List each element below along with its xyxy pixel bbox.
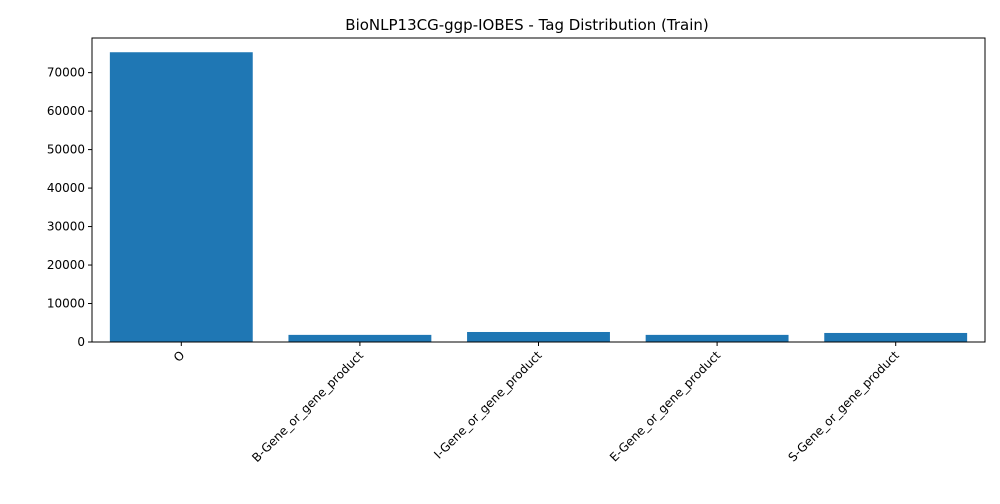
x-tick-label: I-Gene_or_gene_product bbox=[431, 348, 545, 462]
chart-title: BioNLP13CG-ggp-IOBES - Tag Distribution … bbox=[345, 16, 708, 34]
x-tick-label: B-Gene_or_gene_product bbox=[249, 348, 366, 465]
x-tick-label: O bbox=[171, 348, 188, 365]
y-tick-label: 30000 bbox=[47, 220, 85, 234]
y-tick-label: 50000 bbox=[47, 143, 85, 157]
bar-I-Gene_or_gene_product bbox=[467, 331, 610, 342]
bar-B-Gene_or_gene_product bbox=[288, 334, 432, 342]
y-tick-label: 0 bbox=[77, 335, 85, 349]
y-tick-label: 10000 bbox=[47, 297, 85, 311]
x-tick-label: E-Gene_or_gene_product bbox=[607, 348, 723, 464]
y-tick-label: 20000 bbox=[47, 258, 85, 272]
x-tick-label: S-Gene_or_gene_product bbox=[786, 348, 903, 465]
y-tick-label: 40000 bbox=[47, 181, 85, 195]
y-tick-label: 70000 bbox=[47, 66, 85, 80]
bar-E-Gene_or_gene_product bbox=[645, 334, 789, 342]
bar-S-Gene_or_gene_product bbox=[824, 332, 968, 342]
bar-O bbox=[109, 52, 253, 343]
y-tick-label: 60000 bbox=[47, 104, 85, 118]
